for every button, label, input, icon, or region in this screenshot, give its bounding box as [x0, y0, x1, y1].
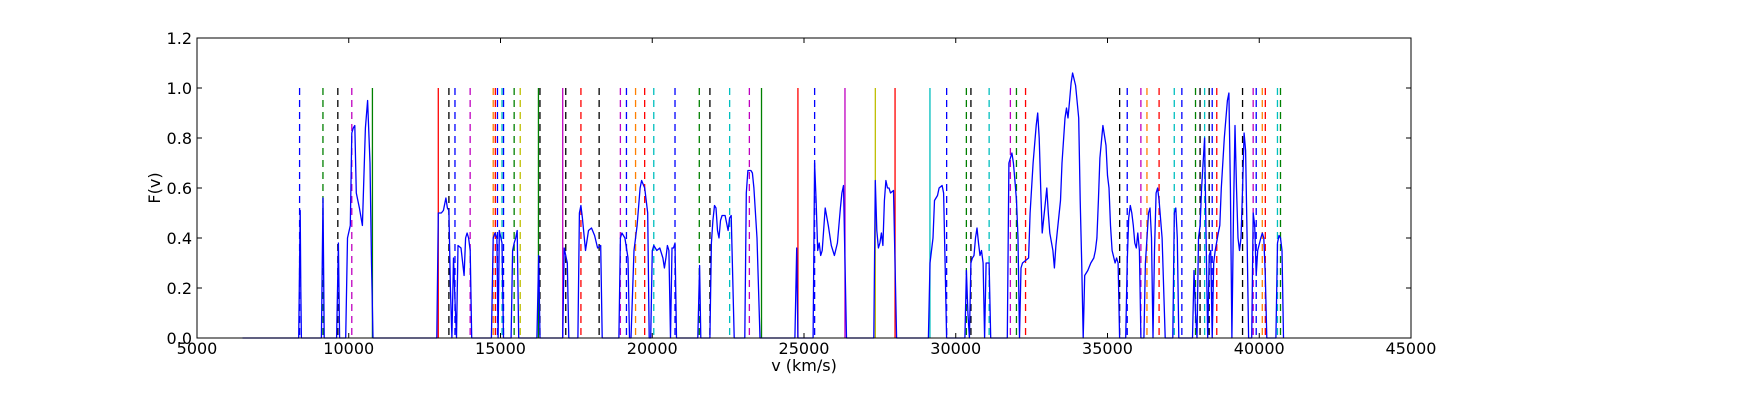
- x-tick-label: 15000: [475, 339, 526, 358]
- x-tick-label: 5000: [177, 339, 218, 358]
- y-axis: 0.0 0.2 0.4 0.6 0.8 1.0 1.2: [167, 29, 1411, 348]
- y-tick-label: 0.2: [167, 279, 192, 298]
- x-axis-label: v (km/s): [771, 356, 837, 375]
- y-tick-label: 0.6: [167, 179, 192, 198]
- y-tick-label: 0.8: [167, 129, 192, 148]
- y-tick-label: 1.2: [167, 29, 192, 48]
- x-axis: 5000 10000 15000 20000 25000 30000 35000 40000 4…: [177, 38, 1437, 358]
- x-tick-label: 35000: [1082, 339, 1133, 358]
- x-tick-label: 30000: [930, 339, 981, 358]
- x-tick-label: 25000: [779, 339, 830, 358]
- y-tick-label: 1.0: [167, 79, 192, 98]
- y-axis-label: F(v): [145, 172, 164, 203]
- x-tick-label: 40000: [1234, 339, 1285, 358]
- x-tick-label: 45000: [1386, 339, 1437, 358]
- y-tick-label: 0.4: [167, 229, 192, 248]
- x-tick-label: 10000: [323, 339, 374, 358]
- x-tick-label: 20000: [627, 339, 678, 358]
- y-tick-label: 0.0: [167, 329, 192, 348]
- reference-lines: [298, 88, 1282, 338]
